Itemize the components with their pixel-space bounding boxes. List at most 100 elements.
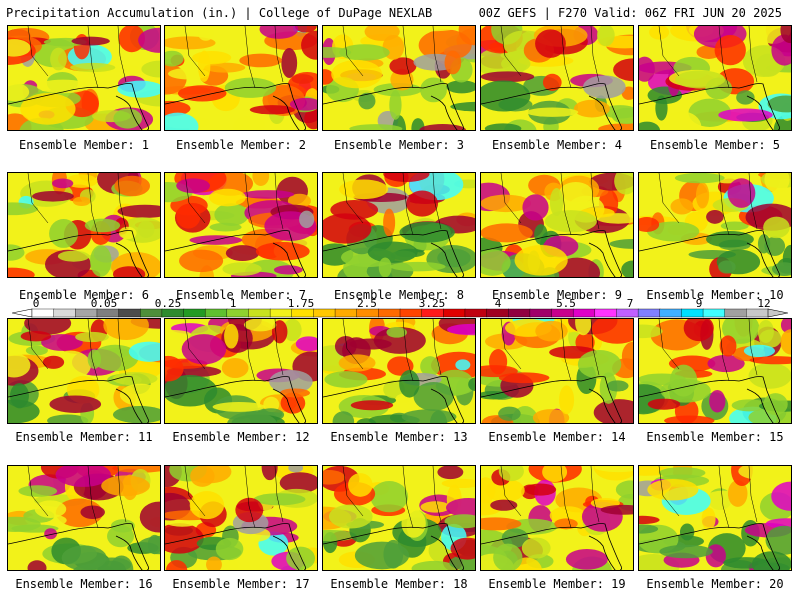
ensemble-member-map [322, 465, 476, 571]
ensemble-member-label: Ensemble Member: 13 [330, 430, 468, 444]
ensemble-member-map [7, 172, 161, 278]
colorbar-max-arrow [767, 308, 788, 318]
colorbar-swatch [464, 308, 488, 318]
coastline-outline [8, 376, 149, 423]
colorbar-swatch [572, 308, 596, 318]
state-borders [184, 319, 284, 382]
ensemble-member-label: Ensemble Member: 12 [172, 430, 310, 444]
coastline-outline [481, 523, 622, 570]
colorbar-tick-label: 0 [32, 297, 40, 310]
ensemble-member-map [480, 318, 634, 424]
colorbar-tick-label: 5.5 [556, 297, 576, 310]
colorbar-tick-label: 0.05 [90, 297, 118, 310]
colorbar-tick-label: 9 [695, 297, 703, 310]
coastline-outline [8, 83, 149, 130]
coastline-outline [8, 523, 149, 570]
colorbar-swatch [248, 308, 271, 318]
colorbar-tick-label: 2.5 [357, 297, 377, 310]
state-borders [184, 173, 284, 236]
coastline-outline [323, 376, 464, 423]
colorbar-swatch [681, 308, 704, 318]
map-title: Precipitation Accumulation (in.) | Colle… [6, 6, 433, 20]
state-borders [342, 319, 442, 382]
colorbar-swatch [529, 308, 553, 318]
coastline-outline [639, 523, 780, 570]
ensemble-member-label: Ensemble Member: 3 [333, 138, 465, 152]
ensemble-member-map [480, 465, 634, 571]
coastline-outline [639, 230, 780, 277]
ensemble-member-label: Ensemble Member: 5 [649, 138, 781, 152]
state-borders [342, 466, 442, 529]
colorbar-swatch [31, 308, 55, 318]
ensemble-member-label: Ensemble Member: 6 [18, 288, 150, 302]
state-borders [342, 173, 442, 236]
ensemble-member-map [322, 25, 476, 131]
ensemble-member-label: Ensemble Member: 14 [488, 430, 626, 444]
colorbar-swatch [746, 308, 769, 318]
ensemble-member-map [638, 465, 792, 571]
ensemble-member-map [164, 318, 318, 424]
colorbar-swatch [75, 308, 98, 318]
ensemble-member-label: Ensemble Member: 17 [172, 577, 310, 591]
coastline-outline [165, 83, 306, 130]
ensemble-member-map [164, 465, 318, 571]
ensemble-member-label: Ensemble Member: 8 [333, 288, 465, 302]
state-borders [27, 173, 127, 236]
ensemble-member-label: Ensemble Member: 18 [330, 577, 468, 591]
ensemble-member-label: Ensemble Member: 16 [15, 577, 153, 591]
ensemble-member-map [638, 25, 792, 131]
colorbar-swatch [486, 308, 509, 318]
colorbar-swatch [399, 308, 423, 318]
ensemble-member-map [480, 25, 634, 131]
ensemble-member-label: Ensemble Member: 20 [646, 577, 784, 591]
state-borders [500, 26, 600, 89]
ensemble-member-map [7, 465, 161, 571]
coastline-outline [8, 230, 149, 277]
colorbar-swatch [161, 308, 185, 318]
colorbar-swatch [637, 308, 661, 318]
ensemble-member-label: Ensemble Member: 4 [491, 138, 623, 152]
colorbar-swatch [378, 308, 401, 318]
colorbar-swatch [616, 308, 639, 318]
colorbar-swatch [551, 308, 574, 318]
coastline-outline [323, 230, 464, 277]
precip-colorbar [12, 308, 788, 318]
colorbar-swatch [96, 308, 120, 318]
ensemble-member-label: Ensemble Member: 1 [18, 138, 150, 152]
colorbar-tick-label: 7 [626, 297, 634, 310]
colorbar-swatch [659, 308, 683, 318]
state-borders [27, 26, 127, 89]
colorbar-swatch [269, 308, 293, 318]
state-borders [658, 26, 758, 89]
state-borders [27, 319, 127, 382]
colorbar-tick-label: 0.25 [154, 297, 182, 310]
colorbar-min-arrow [12, 308, 33, 318]
coastline-outline [165, 230, 306, 277]
ensemble-member-map [322, 318, 476, 424]
coastline-outline [481, 83, 622, 130]
ensemble-member-map [322, 172, 476, 278]
colorbar-swatch [183, 308, 206, 318]
colorbar-swatch [356, 308, 380, 318]
colorbar-tick-label: 12 [757, 297, 771, 310]
colorbar-swatch [421, 308, 444, 318]
ensemble-member-map [164, 25, 318, 131]
coastline-outline [165, 523, 306, 570]
colorbar-swatch [53, 308, 76, 318]
colorbar-swatch [443, 308, 466, 318]
state-borders [500, 466, 600, 529]
coastline-outline [323, 83, 464, 130]
colorbar-tick-label: 1 [229, 297, 237, 310]
coastline-outline [323, 523, 464, 570]
state-borders [184, 26, 284, 89]
colorbar-swatch [724, 308, 748, 318]
ensemble-member-map [164, 172, 318, 278]
colorbar-swatch [226, 308, 250, 318]
colorbar-swatch [702, 308, 726, 318]
state-borders [500, 319, 600, 382]
ensemble-member-map [480, 172, 634, 278]
ensemble-member-map [638, 318, 792, 424]
coastline-outline [481, 376, 622, 423]
colorbar-swatch [118, 308, 141, 318]
ensemble-member-label: Ensemble Member: 11 [15, 430, 153, 444]
